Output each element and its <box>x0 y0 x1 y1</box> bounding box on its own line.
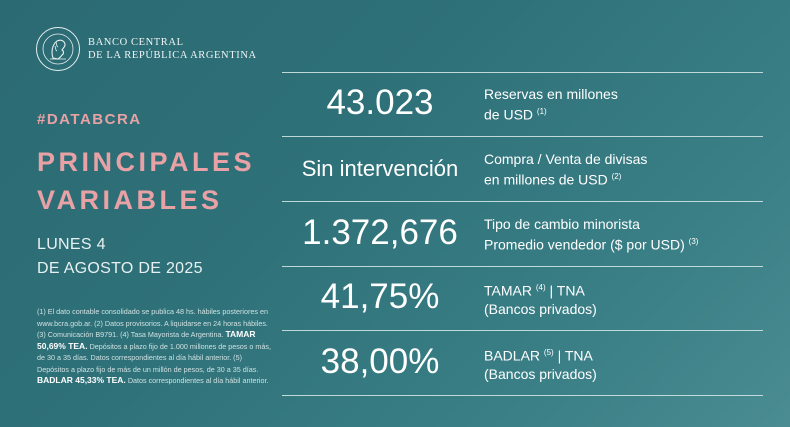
footnote-badlar: BADLAR 45,33% TEA. <box>37 375 126 385</box>
tipo-cambio-value: 1.372,676 <box>302 213 458 252</box>
divider <box>282 395 763 396</box>
indicators-table: 43.023 Reservas en millones de USD (1) S… <box>282 72 763 396</box>
tamar-label-line2: (Bancos privados) <box>484 300 597 317</box>
reservas-label-line2: de USD (1) <box>484 103 618 124</box>
title-line2: VARIABLES <box>37 185 223 215</box>
reservas-value: 43.023 <box>326 83 434 122</box>
badlar-label-name: BADLAR <box>484 347 541 364</box>
tipo-cambio-label-unit: Promedio vendedor ($ por USD) <box>484 236 685 253</box>
tamar-label-name: TAMAR <box>484 282 532 299</box>
footnote-tamar: TAMAR 50,69% TEA. <box>37 329 256 351</box>
reservas-label-line1: Reservas en millones <box>484 86 618 102</box>
divider <box>282 266 763 267</box>
divider <box>282 201 763 202</box>
footnote-part2: Depósitos a plazo fijo de 1.000 millones… <box>37 341 271 374</box>
tamar-label-line1: TAMAR (4) | TNA <box>484 279 597 300</box>
hashtag: #DATABCRA <box>37 111 142 128</box>
tipo-cambio-label-line2: Promedio vendedor ($ por USD) (3) <box>484 233 698 254</box>
compra-venta-label-line2: en millones de USD (2) <box>484 168 647 189</box>
bcra-logo: BANCO CENTRAL DE LA REPÚBLICA ARGENTINA <box>36 27 257 71</box>
date-line1: LUNES 4 <box>37 236 106 253</box>
reservas-note: (1) <box>536 107 547 116</box>
bank-name-line1: BANCO CENTRAL <box>88 37 184 48</box>
indicator-row-badlar: 38,00% BADLAR (5) | TNA (Bancos privados… <box>282 331 763 395</box>
footnotes: (1) El dato contable consolidado se publ… <box>37 306 275 387</box>
compra-venta-label: Compra / Venta de divisas en millones de… <box>484 150 647 189</box>
footnote-part3: Datos correspondientes al día hábil ante… <box>127 376 269 385</box>
badlar-label-line1: BADLAR (5) | TNA <box>484 344 597 365</box>
page-title: PRINCIPALES VARIABLES <box>37 143 255 219</box>
badlar-value: 38,00% <box>320 342 440 381</box>
tamar-note: (4) <box>535 283 546 292</box>
compra-venta-label-line1: Compra / Venta de divisas <box>484 151 648 167</box>
bank-name: BANCO CENTRAL DE LA REPÚBLICA ARGENTINA <box>88 36 257 62</box>
divider <box>282 72 763 73</box>
bank-name-line2: DE LA REPÚBLICA ARGENTINA <box>88 50 257 61</box>
indicator-row-tipo-cambio: 1.372,676 Tipo de cambio minorista Prome… <box>282 202 763 266</box>
badlar-note: (5) <box>543 348 554 357</box>
footnote-part1: (1) El dato contable consolidado se publ… <box>37 307 268 339</box>
indicator-row-tamar: 41,75% TAMAR (4) | TNA (Bancos privados) <box>282 267 763 330</box>
bcra-seal-icon <box>36 27 80 71</box>
indicator-row-reservas: 43.023 Reservas en millones de USD (1) <box>282 73 763 136</box>
title-line1: PRINCIPALES <box>37 147 256 177</box>
compra-venta-label-unit: en millones de USD <box>484 171 608 188</box>
compra-venta-note: (2) <box>611 172 622 181</box>
tamar-value: 41,75% <box>320 277 440 316</box>
tipo-cambio-label: Tipo de cambio minorista Promedio vended… <box>484 215 698 254</box>
tipo-cambio-note: (3) <box>688 237 699 246</box>
badlar-label-line2: (Bancos privados) <box>484 365 597 382</box>
date-line2: DE AGOSTO DE 2025 <box>37 260 203 277</box>
report-date: LUNES 4 DE AGOSTO DE 2025 <box>37 233 203 281</box>
tipo-cambio-label-line1: Tipo de cambio minorista <box>484 216 640 232</box>
tamar-label: TAMAR (4) | TNA (Bancos privados) <box>484 279 597 318</box>
compra-venta-value: Sin intervención <box>301 156 459 181</box>
divider <box>282 136 763 137</box>
reservas-label: Reservas en millones de USD (1) <box>484 85 618 124</box>
tamar-label-rate: | TNA <box>549 282 585 299</box>
indicator-row-compra-venta: Sin intervención Compra / Venta de divis… <box>282 137 763 201</box>
badlar-label: BADLAR (5) | TNA (Bancos privados) <box>484 344 597 383</box>
divider <box>282 330 763 331</box>
badlar-label-rate: | TNA <box>557 347 593 364</box>
reservas-label-unit: de USD <box>484 106 534 123</box>
